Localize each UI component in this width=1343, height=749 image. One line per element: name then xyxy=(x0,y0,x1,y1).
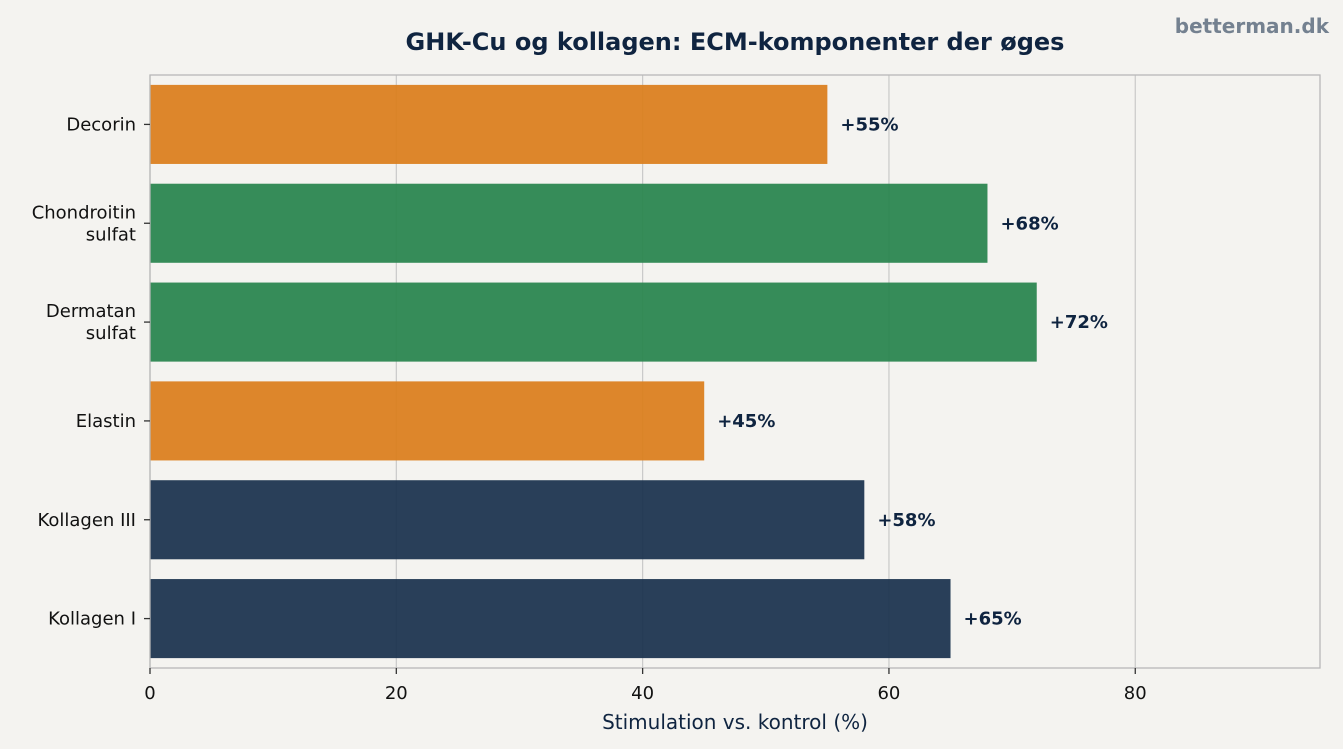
y-tick-label-line: Kollagen III xyxy=(37,510,136,531)
y-tick-label-line: sulfat xyxy=(86,323,136,344)
x-tick-label: 20 xyxy=(385,683,408,704)
plot-frame xyxy=(149,74,1321,669)
bars xyxy=(150,84,1037,659)
data-label: +55% xyxy=(840,114,898,135)
y-tick-label: Kollagen I xyxy=(48,609,136,630)
y-tick-label: Decorin xyxy=(66,114,136,135)
x-axis-ticks: 0 20 40 60 80 xyxy=(144,668,1147,704)
axes-frame xyxy=(149,74,1321,669)
data-label: +65% xyxy=(964,609,1022,630)
y-tick-label-line: Chondroitin xyxy=(32,202,136,223)
y-tick-label-line: Elastin xyxy=(76,411,136,432)
bar-chondroitin-sulfat xyxy=(150,183,988,263)
y-tick-label-line: Decorin xyxy=(66,114,136,135)
y-tick-label: Kollagen III xyxy=(37,510,136,531)
y-tick-label: Chondroitin sulfat xyxy=(32,202,136,245)
watermark: betterman.dk xyxy=(1175,14,1330,38)
x-tick-label: 80 xyxy=(1124,683,1147,704)
bar-elastin xyxy=(150,381,705,461)
x-tick-label: 40 xyxy=(631,683,654,704)
y-tick-label: Elastin xyxy=(76,411,136,432)
x-axis-label: Stimulation vs. kontrol (%) xyxy=(602,710,868,734)
y-tick-label-line: Kollagen I xyxy=(48,609,136,630)
bar-kollagen-iii xyxy=(150,480,865,560)
data-labels: +55% +68% +72% +45% +58% +65% xyxy=(717,114,1108,629)
x-tick-label: 60 xyxy=(877,683,900,704)
bar-dermatan-sulfat xyxy=(150,282,1037,362)
data-label: +45% xyxy=(717,411,775,432)
y-tick-label-line: sulfat xyxy=(86,224,136,245)
bar-kollagen-i xyxy=(150,579,951,659)
x-tick-label: 0 xyxy=(144,683,155,704)
chart-title: GHK-Cu og kollagen: ECM-komponenter der … xyxy=(406,28,1065,56)
y-tick-label-line: Dermatan xyxy=(46,301,136,322)
y-tick-label: Dermatan sulfat xyxy=(46,301,136,344)
data-label: +58% xyxy=(877,510,935,531)
bar-decorin xyxy=(150,84,828,164)
data-label: +72% xyxy=(1050,312,1108,333)
data-label: +68% xyxy=(1000,213,1058,234)
